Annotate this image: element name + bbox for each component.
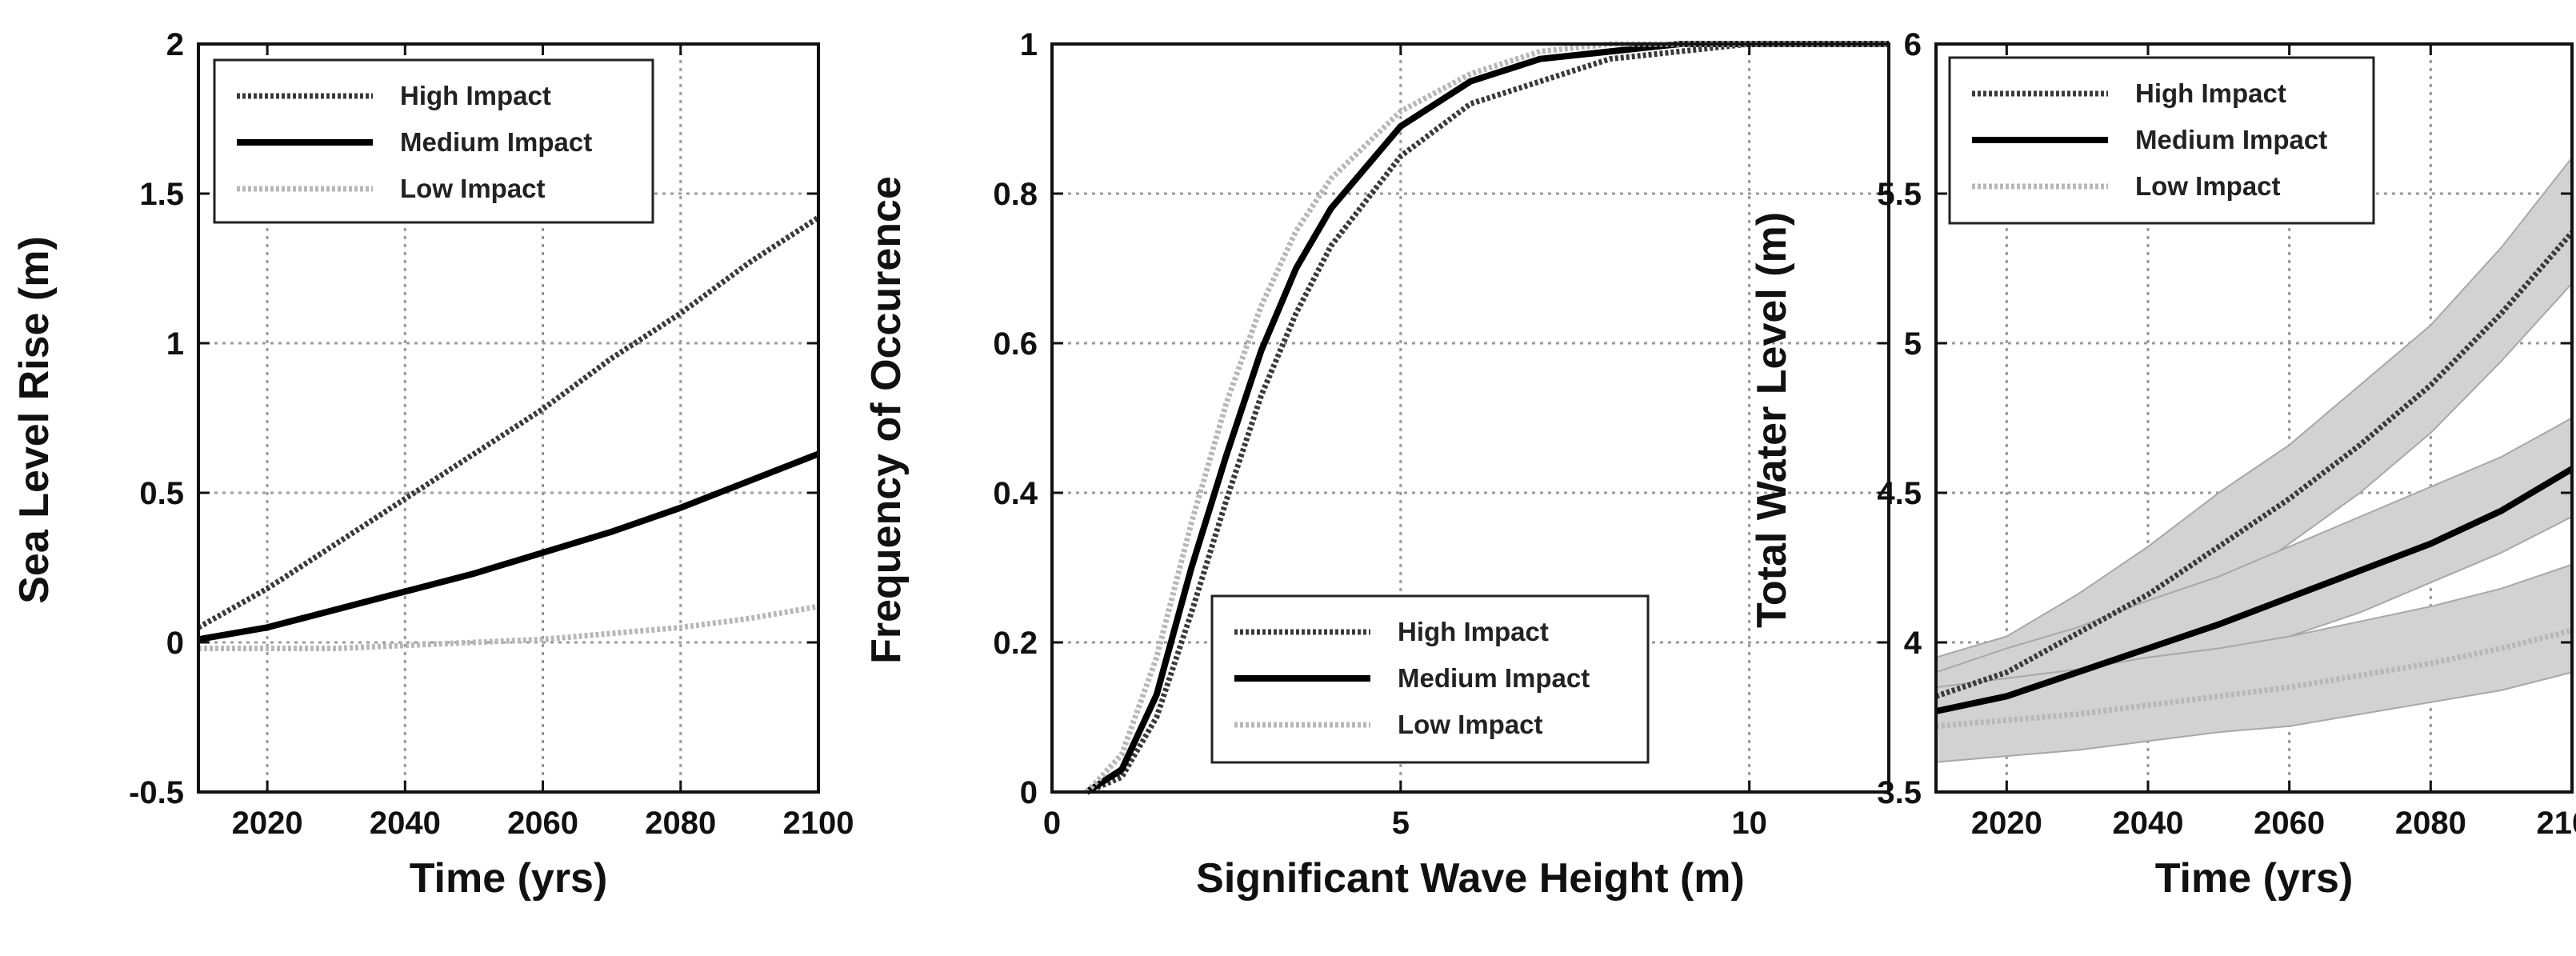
chart-panel-twl: 2020 2040 2060 2080 2100 3.5 4 4.5 5 5.5 6 Time (yr…: [1749, 27, 2576, 902]
y-tick-label: 0.4: [993, 476, 1038, 511]
x-tick-label: 2020: [232, 806, 303, 841]
legend: High Impact Medium Impact Low Impact: [1948, 56, 2375, 225]
x-tick-label: 2060: [2254, 806, 2325, 841]
legend-label: High Impact: [1398, 617, 1549, 646]
y-tick-label: 1: [166, 326, 184, 362]
y-tick-label: 6: [1904, 27, 1922, 62]
legend-label: Medium Impact: [400, 127, 592, 157]
axes-frame: [1934, 42, 2574, 794]
x-tick-label: 2080: [645, 806, 716, 841]
legend-label: Medium Impact: [2135, 125, 2327, 154]
y-tick-label: 0: [1020, 775, 1038, 810]
y-axis-label: Sea Level Rise (m): [11, 236, 58, 604]
y-tick-label: 0: [166, 626, 184, 661]
legend-label: High Impact: [2135, 78, 2286, 108]
y-tick-label: 1: [1020, 27, 1038, 62]
y-tick-label: 2: [166, 27, 184, 62]
y-axis-label: Frequency of Occurence: [863, 176, 910, 664]
x-tick-label: 2080: [2395, 806, 2466, 841]
legend-label: Low Impact: [1398, 710, 1543, 739]
y-tick-label: 1.5: [139, 177, 184, 212]
series-line-low-impact: [198, 603, 819, 651]
x-tick-label: 5: [1392, 806, 1410, 841]
y-tick-label: -0.5: [129, 775, 184, 810]
y-tick-label: 5.5: [1877, 177, 1922, 212]
x-tick-label: 2100: [2537, 806, 2576, 841]
chart-panel-cdf: 0 5 10 0 0.2 0.4 0.6 0.8 1 Significant Wave Heigh…: [863, 27, 1890, 902]
y-tick-label: 4.5: [1877, 476, 1922, 511]
x-axis-label: Time (yrs): [2155, 855, 2354, 902]
series-line-high-impact: [197, 214, 820, 630]
x-tick-label: 0: [1043, 806, 1061, 841]
series-line-medium-impact: [198, 450, 820, 643]
chart-panel-slr: 2020 2040 2060 2080 2100 -0.5 0 0.5 1 1.5 2 Time (y…: [11, 27, 854, 902]
legend-label: High Impact: [400, 81, 551, 110]
x-tick-label: 10: [1731, 806, 1767, 841]
y-tick-label: 0.2: [993, 626, 1038, 661]
y-tick-label: 0.8: [993, 177, 1038, 212]
legend: High Impact Medium Impact Low Impact: [1210, 594, 1650, 764]
x-tick-label: 2040: [370, 806, 441, 841]
series-line-high-impact: [1934, 230, 2574, 699]
y-tick-label: 0.6: [993, 326, 1038, 362]
y-tick-label: 4: [1904, 626, 1922, 661]
x-tick-label: 2040: [2113, 806, 2184, 841]
series-line-high-impact: [1086, 41, 1889, 795]
y-tick-label: 3.5: [1877, 775, 1922, 810]
legend-label: Low Impact: [2135, 171, 2281, 201]
y-tick-label: 5: [1904, 326, 1922, 362]
series-line-medium-impact: [1935, 466, 2574, 714]
y-axis-label: Total Water Level (m): [1749, 212, 1795, 628]
series-line-low-impact: [1935, 627, 2573, 730]
legend-label: Low Impact: [400, 174, 546, 203]
x-tick-label: 2020: [1971, 806, 2042, 841]
x-axis-label: Significant Wave Height (m): [1196, 855, 1745, 902]
x-axis-label: Time (yrs): [410, 855, 608, 902]
axes-frame: [197, 42, 820, 794]
legend: High Impact Medium Impact Low Impact: [213, 58, 654, 224]
y-tick-label: 0.5: [139, 476, 184, 511]
x-tick-label: 2060: [507, 806, 578, 841]
axes-frame: [1050, 42, 1890, 794]
legend-label: Medium Impact: [1398, 663, 1590, 693]
x-tick-label: 2100: [783, 806, 854, 841]
